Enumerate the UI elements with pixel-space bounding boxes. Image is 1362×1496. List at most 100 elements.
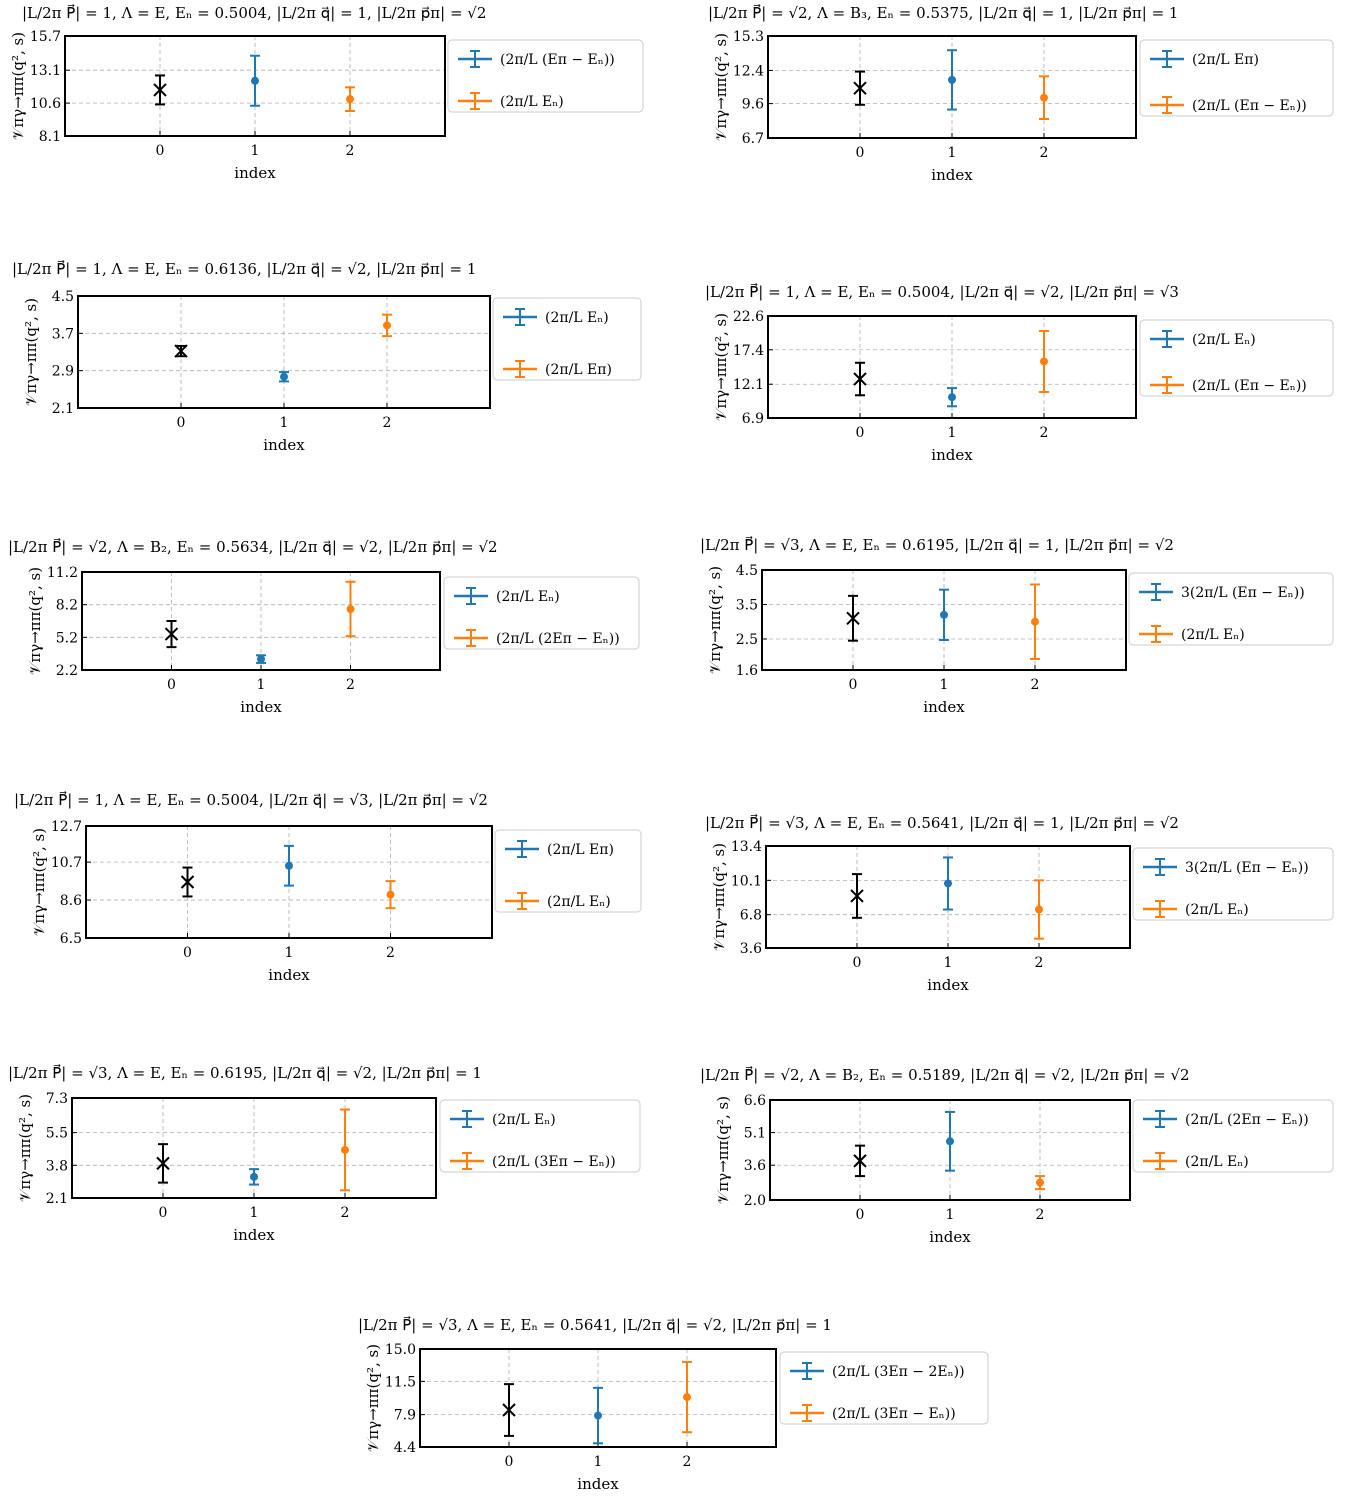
y-tick-label: 7.3 [46,1091,68,1107]
dot-marker [251,76,259,85]
chart-title: |L/2π P⃗| = √2, Λ = B₂, Eₙ = 0.5189, |L/… [700,1065,1190,1084]
chart-panel-7: |L/2π P⃗| = √3, Λ = E, Eₙ = 0.5641, |L/2… [705,813,1334,994]
chart-title: |L/2π P⃗| = 1, Λ = E, Eₙ = 0.5004, |L/2π… [705,282,1179,301]
y-axis-label: 𝒱πγ→ππ(q², s) [9,32,27,140]
data-point-black [174,344,188,358]
legend-entry: (2π/L Eₙ) [1143,1152,1249,1170]
data-point-orange [1030,583,1040,660]
y-axis-label: 𝒱πγ→ππ(q², s) [712,313,730,421]
data-point-blue [249,1168,259,1186]
y-tick-label: 6.7 [742,131,764,147]
dot-marker [1040,357,1048,366]
legend-entry: (2π/L Eₙ) [1150,330,1256,348]
y-axis-label: 𝒱πγ→ππ(q², s) [30,828,48,936]
x-marker [846,611,860,625]
y-tick-label: 13.1 [30,63,61,79]
dot-marker [940,610,948,619]
y-tick-label: 22.6 [733,309,764,325]
legend-box [1132,847,1334,921]
data-point-orange [345,86,355,112]
chart-title: |L/2π P⃗| = 1, Λ = E, Eₙ = 0.5004, |L/2π… [14,790,488,809]
y-tick-label: 15.3 [733,29,764,45]
legend-entry: (2π/L Eₙ) [503,308,609,326]
x-tick-label: 1 [944,955,953,971]
y-tick-label: 6.8 [740,908,762,924]
chart-title: |L/2π P⃗| = 1, Λ = E, Eₙ = 0.6136, |L/2π… [12,259,476,278]
y-tick-label: 2.2 [56,663,78,679]
legend-label: (2π/L Eπ) [547,842,614,858]
y-tick-label: 3.6 [740,941,762,957]
x-axis-label: index [929,1228,971,1246]
x-tick-label: 1 [946,1207,955,1223]
legend-label: (2π/L (3Eπ − Eₙ)) [492,1154,616,1170]
legend-label: (2π/L (3Eπ − Eₙ)) [832,1406,956,1422]
y-tick-label: 13.4 [731,839,762,855]
chart-title: |L/2π P⃗| = √3, Λ = E, Eₙ = 0.5641, |L/2… [705,813,1179,832]
chart-panel-9: |L/2π P⃗| = √2, Λ = B₂, Eₙ = 0.5189, |L/… [700,1065,1334,1246]
data-point-black [853,361,867,397]
x-tick-label: 1 [948,145,957,161]
x-axis-label: index [931,166,973,184]
dot-marker [1040,93,1048,102]
legend-entry: (2π/L Eₙ) [1139,625,1245,643]
data-point-blue [939,588,949,641]
y-axis-label: 𝒱πγ→ππ(q², s) [714,1096,732,1204]
legend-entry: (2π/L Eₙ) [458,92,564,110]
legend-box [779,1351,989,1425]
data-point-black [180,866,195,898]
data-point-black [156,1143,170,1184]
x-tick-label: 1 [594,1454,603,1470]
dot-marker [1036,1178,1044,1187]
data-point-black [164,620,179,649]
data-point-blue [256,654,266,664]
legend-entry: (2π/L (Eπ − Eₙ)) [1150,376,1307,394]
data-point-black [153,74,167,106]
x-tick-label: 1 [948,425,957,441]
y-tick-label: 6.6 [744,1093,766,1109]
x-tick-label: 0 [183,945,192,961]
legend-entry: (2π/L (Eπ − Eₙ)) [458,50,615,68]
y-tick-label: 12.4 [733,63,764,79]
legend-label: (2π/L Eₙ) [1192,332,1256,348]
y-axis-label: 𝒱πγ→ππ(q², s) [710,843,728,951]
y-tick-label: 11.2 [47,565,78,581]
x-tick-label: 1 [257,677,266,693]
x-axis-label: index [577,1475,619,1493]
x-marker [850,889,864,903]
legend-entry: (2π/L (3Eπ − Eₙ)) [790,1404,956,1422]
data-point-black [853,1144,867,1178]
x-axis-label: index [268,966,310,984]
legend-box [492,297,642,381]
legend: (2π/L (3Eπ − 2Eₙ)) (2π/L (3Eπ − Eₙ)) [779,1351,989,1425]
chart-panel-0: |L/2π P⃗| = 1, Λ = E, Eₙ = 0.5004, |L/2π… [9,3,644,182]
x-tick-label: 0 [856,1207,865,1223]
y-tick-label: 1.6 [736,663,758,679]
y-tick-label: 6.9 [742,411,764,427]
x-marker [156,1156,170,1171]
data-point-blue [279,371,289,383]
legend-entry: 3(2π/L (Eπ − Eₙ)) [1139,583,1305,601]
data-point-black [850,873,864,919]
y-tick-label: 3.5 [736,597,758,613]
data-point-black [853,70,867,106]
dot-marker [386,890,395,899]
legend-entry: (2π/L (3Eπ − Eₙ)) [450,1152,616,1170]
dot-marker [383,321,391,330]
chart-title: |L/2π P⃗| = 1, Λ = E, Eₙ = 0.5004, |L/2π… [22,3,486,22]
x-tick-label: 0 [856,425,865,441]
y-tick-label: 15.0 [385,1342,416,1358]
legend-label: (2π/L Eₙ) [1185,1154,1249,1170]
chart-panel-4: |L/2π P⃗| = √2, Λ = B₂, Eₙ = 0.5634, |L/… [8,537,640,716]
data-point-black [846,594,860,642]
legend-label: (2π/L Eₙ) [545,310,609,326]
x-tick-label: 2 [346,143,355,159]
x-axis-label: index [240,698,282,716]
y-tick-label: 2.0 [744,1193,766,1209]
dot-marker [1035,905,1043,914]
legend-box [1132,1099,1334,1173]
legend-entry: (2π/L (Eπ − Eₙ)) [1150,96,1307,114]
y-axis-label: 𝒱πγ→ππ(q², s) [364,1344,382,1452]
y-axis-label: 𝒱πγ→ππ(q², s) [22,298,40,406]
dot-marker [341,1145,349,1154]
data-point-blue [943,856,953,911]
